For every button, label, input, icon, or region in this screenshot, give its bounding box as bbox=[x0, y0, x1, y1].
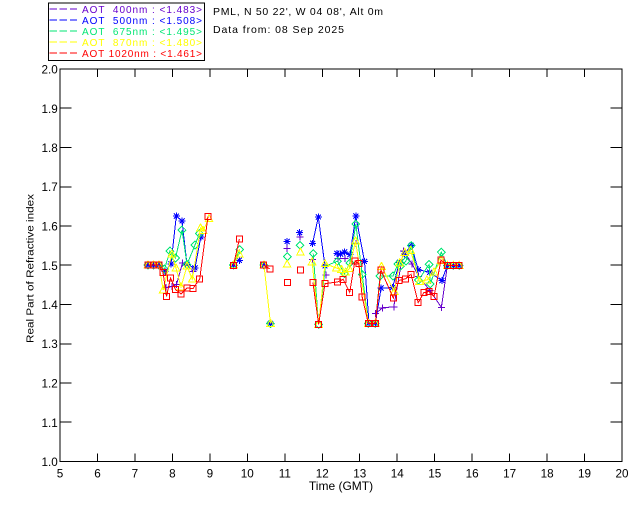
svg-text:19: 19 bbox=[578, 468, 591, 481]
svg-text:12: 12 bbox=[316, 468, 329, 481]
svg-text:AOT 400nm : <1.483>: AOT 400nm : <1.483> bbox=[82, 5, 202, 16]
svg-text:Data from: 08 Sep 2025: Data from: 08 Sep 2025 bbox=[213, 24, 344, 36]
svg-text:11: 11 bbox=[279, 468, 291, 481]
svg-text:6: 6 bbox=[94, 468, 101, 481]
svg-text:10: 10 bbox=[241, 468, 255, 481]
svg-text:1.4: 1.4 bbox=[42, 299, 59, 312]
svg-text:5: 5 bbox=[57, 468, 64, 481]
svg-text:AOT 500nm : <1.508>: AOT 500nm : <1.508> bbox=[82, 16, 202, 27]
svg-text:1.1: 1.1 bbox=[42, 417, 58, 430]
svg-text:1.8: 1.8 bbox=[42, 142, 58, 155]
svg-text:1.7: 1.7 bbox=[42, 181, 58, 194]
svg-text:14: 14 bbox=[391, 468, 405, 481]
svg-text:1.2: 1.2 bbox=[42, 378, 58, 391]
svg-text:2.0: 2.0 bbox=[42, 64, 59, 77]
svg-text:15: 15 bbox=[428, 468, 442, 481]
svg-text:AOT 870nm : <1.480>: AOT 870nm : <1.480> bbox=[82, 38, 202, 49]
svg-text:Time (GMT): Time (GMT) bbox=[309, 479, 373, 493]
svg-text:16: 16 bbox=[466, 468, 479, 481]
svg-text:1.9: 1.9 bbox=[42, 103, 58, 116]
svg-text:8: 8 bbox=[169, 468, 176, 481]
svg-text:18: 18 bbox=[541, 468, 554, 481]
svg-text:PML, N 50 22', W 04 08', Alt 0: PML, N 50 22', W 04 08', Alt 0m bbox=[213, 6, 383, 18]
svg-text:1.5: 1.5 bbox=[42, 260, 59, 273]
svg-text:1.6: 1.6 bbox=[42, 221, 58, 234]
svg-text:AOT 1020nm : <1.461>: AOT 1020nm : <1.461> bbox=[82, 49, 202, 60]
svg-text:1.3: 1.3 bbox=[42, 338, 58, 351]
svg-text:7: 7 bbox=[132, 468, 139, 481]
svg-text:9: 9 bbox=[207, 468, 214, 481]
svg-text:1.0: 1.0 bbox=[42, 456, 59, 469]
svg-text:17: 17 bbox=[503, 468, 516, 481]
svg-text:13: 13 bbox=[353, 468, 366, 481]
svg-text:AOT 675nm : <1.495>: AOT 675nm : <1.495> bbox=[82, 27, 202, 38]
svg-text:20: 20 bbox=[615, 468, 629, 481]
svg-text:Real Part of Refractive index: Real Part of Refractive index bbox=[26, 194, 37, 343]
